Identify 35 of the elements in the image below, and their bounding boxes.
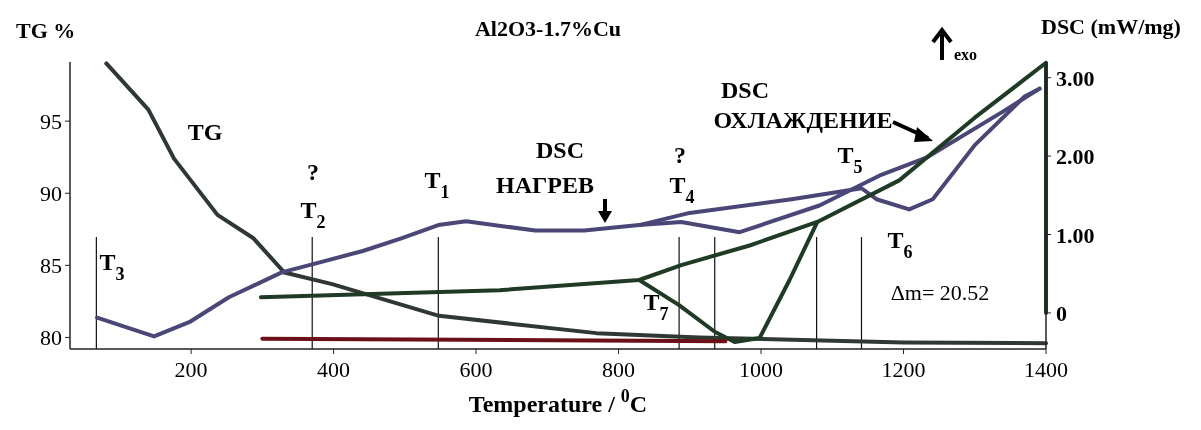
annotation: T$_{6}$ xyxy=(887,227,913,262)
y-tick-label: 95 xyxy=(40,109,62,135)
annotation: Δm= 20.52 xyxy=(890,280,990,305)
annotation: ОХЛАЖДЕНИЕ xyxy=(713,107,893,133)
annotation: НАГРЕВ xyxy=(496,172,594,198)
annotation: ? xyxy=(307,159,319,185)
chart-title: Al2O3-1.7%Cu xyxy=(474,16,622,41)
annotation: T$_{2}$ xyxy=(300,197,326,232)
x-tick-label: 1400 xyxy=(1024,357,1068,382)
annotation: T$_{4}$ xyxy=(669,172,695,207)
y2-axis-title: DSC (mW/mg) xyxy=(1041,14,1181,39)
x-tick-label: 400 xyxy=(317,357,351,382)
annotation: T$_{1}$ xyxy=(424,167,450,202)
y-tick-label: 90 xyxy=(40,181,62,207)
y-tick-label: 80 xyxy=(40,325,62,351)
annotation: DSC xyxy=(720,77,770,103)
annotation: exo xyxy=(954,46,978,63)
y2-tick-label: 0 xyxy=(1056,300,1067,326)
x-tick-label: 600 xyxy=(459,357,493,382)
annotation: TG xyxy=(187,119,223,145)
y-axis-title: TG % xyxy=(16,18,76,43)
annotation: T$_{3}$ xyxy=(99,249,125,284)
annotation: DSC xyxy=(535,137,585,163)
x-tick-label: 200 xyxy=(174,357,208,382)
x-tick-label: 1200 xyxy=(881,357,926,382)
y2-tick-label: 2.00 xyxy=(1056,144,1095,170)
annotation: T$_{7}$ xyxy=(643,289,669,324)
annotation: ? xyxy=(674,142,686,168)
y-tick-label: 85 xyxy=(40,253,62,279)
x-tick-label: 1000 xyxy=(739,357,784,382)
y2-tick-label: 1.00 xyxy=(1056,222,1095,248)
x-tick-label: 800 xyxy=(602,357,636,382)
annotation: T$_{5}$ xyxy=(837,142,863,177)
y2-tick-label: 3.00 xyxy=(1056,65,1095,91)
x-axis-title: Temperature / $^{0}$C xyxy=(468,386,648,417)
